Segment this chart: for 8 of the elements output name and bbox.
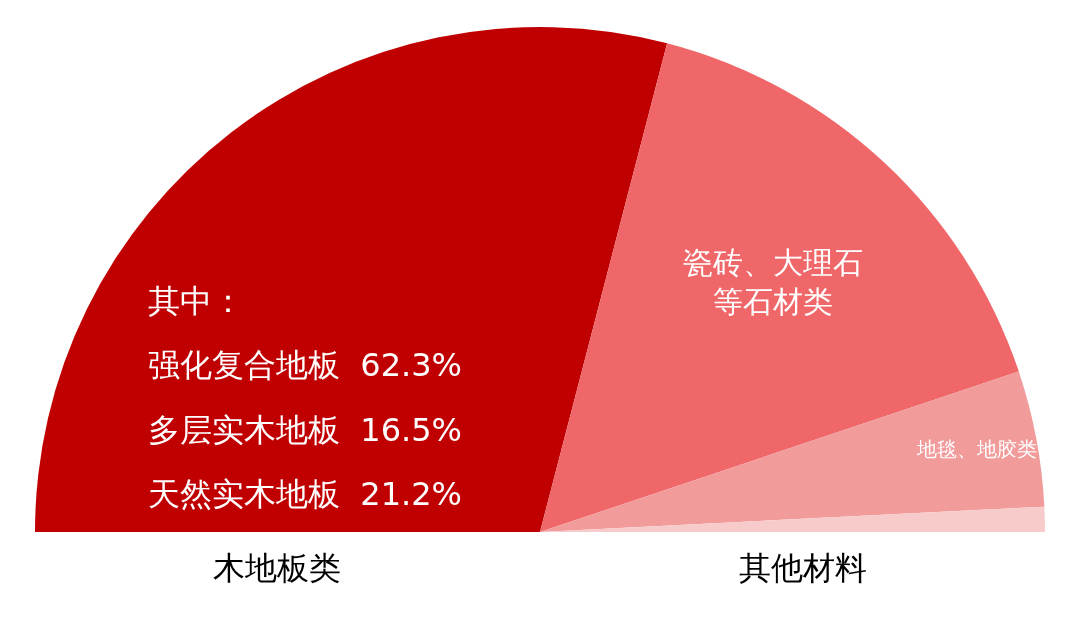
text: 强化复合地板 62.3% <box>148 346 462 384</box>
text: 天然实木地板 21.2% <box>148 475 462 513</box>
slice-label: 瓷砖、大理石等石材类 <box>683 244 864 319</box>
slice-label: 地毯、地胶类 <box>916 438 1038 462</box>
text: 木地板类 <box>213 549 341 587</box>
text: 其中： <box>148 282 244 320</box>
text: 其他材料 <box>739 549 867 587</box>
text: 多层实木地板 16.5% <box>148 411 462 449</box>
